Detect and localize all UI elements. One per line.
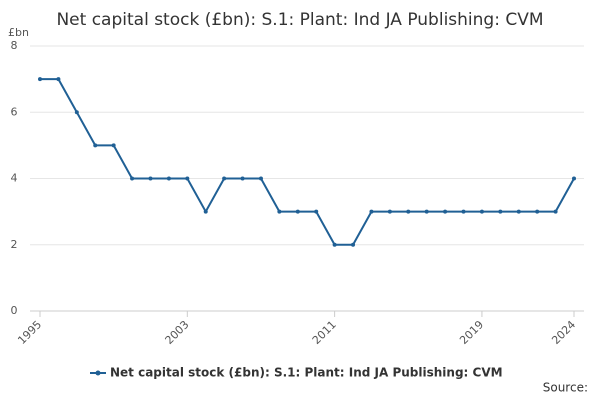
- x-tick-label: 1995: [15, 318, 44, 347]
- point: [277, 209, 282, 214]
- point: [406, 209, 411, 214]
- point: [185, 176, 190, 181]
- y-tick-label: 4: [11, 172, 18, 185]
- source: Source:: [543, 381, 588, 395]
- point: [295, 209, 300, 214]
- legend-marker: [95, 370, 101, 376]
- y-tick-label: 8: [11, 39, 18, 52]
- x-tick-label: 2011: [310, 318, 339, 347]
- point: [38, 77, 42, 82]
- point: [443, 209, 448, 214]
- point: [535, 209, 540, 214]
- point: [203, 209, 208, 214]
- y-unit: £bn: [8, 26, 29, 39]
- point: [74, 110, 79, 115]
- point: [222, 176, 227, 181]
- point: [479, 209, 484, 214]
- point: [258, 176, 263, 181]
- point: [461, 209, 466, 214]
- point: [93, 143, 98, 148]
- point: [111, 143, 116, 148]
- point: [130, 176, 135, 181]
- x-tick-label: 2024: [549, 318, 578, 347]
- point: [148, 176, 153, 181]
- point: [332, 242, 337, 247]
- point: [572, 176, 576, 181]
- point: [498, 209, 503, 214]
- legend-label: Net capital stock (£bn): S.1: Plant: Ind…: [110, 366, 503, 380]
- point: [369, 209, 374, 214]
- point: [314, 209, 319, 214]
- x-tick-label: 2003: [163, 318, 192, 347]
- point: [56, 77, 61, 82]
- chart-title: Net capital stock (£bn): S.1: Plant: Ind…: [56, 10, 543, 30]
- y-tick-label: 0: [11, 304, 18, 317]
- line: [40, 78, 575, 246]
- point: [516, 209, 521, 214]
- point: [351, 242, 356, 247]
- point: [387, 209, 392, 214]
- point: [553, 209, 558, 214]
- y-tick-label: 6: [11, 105, 18, 118]
- point: [424, 209, 429, 214]
- y-tick-label: 2: [11, 238, 18, 251]
- point: [166, 176, 171, 181]
- point: [240, 176, 245, 181]
- x-tick-label: 2019: [457, 318, 486, 347]
